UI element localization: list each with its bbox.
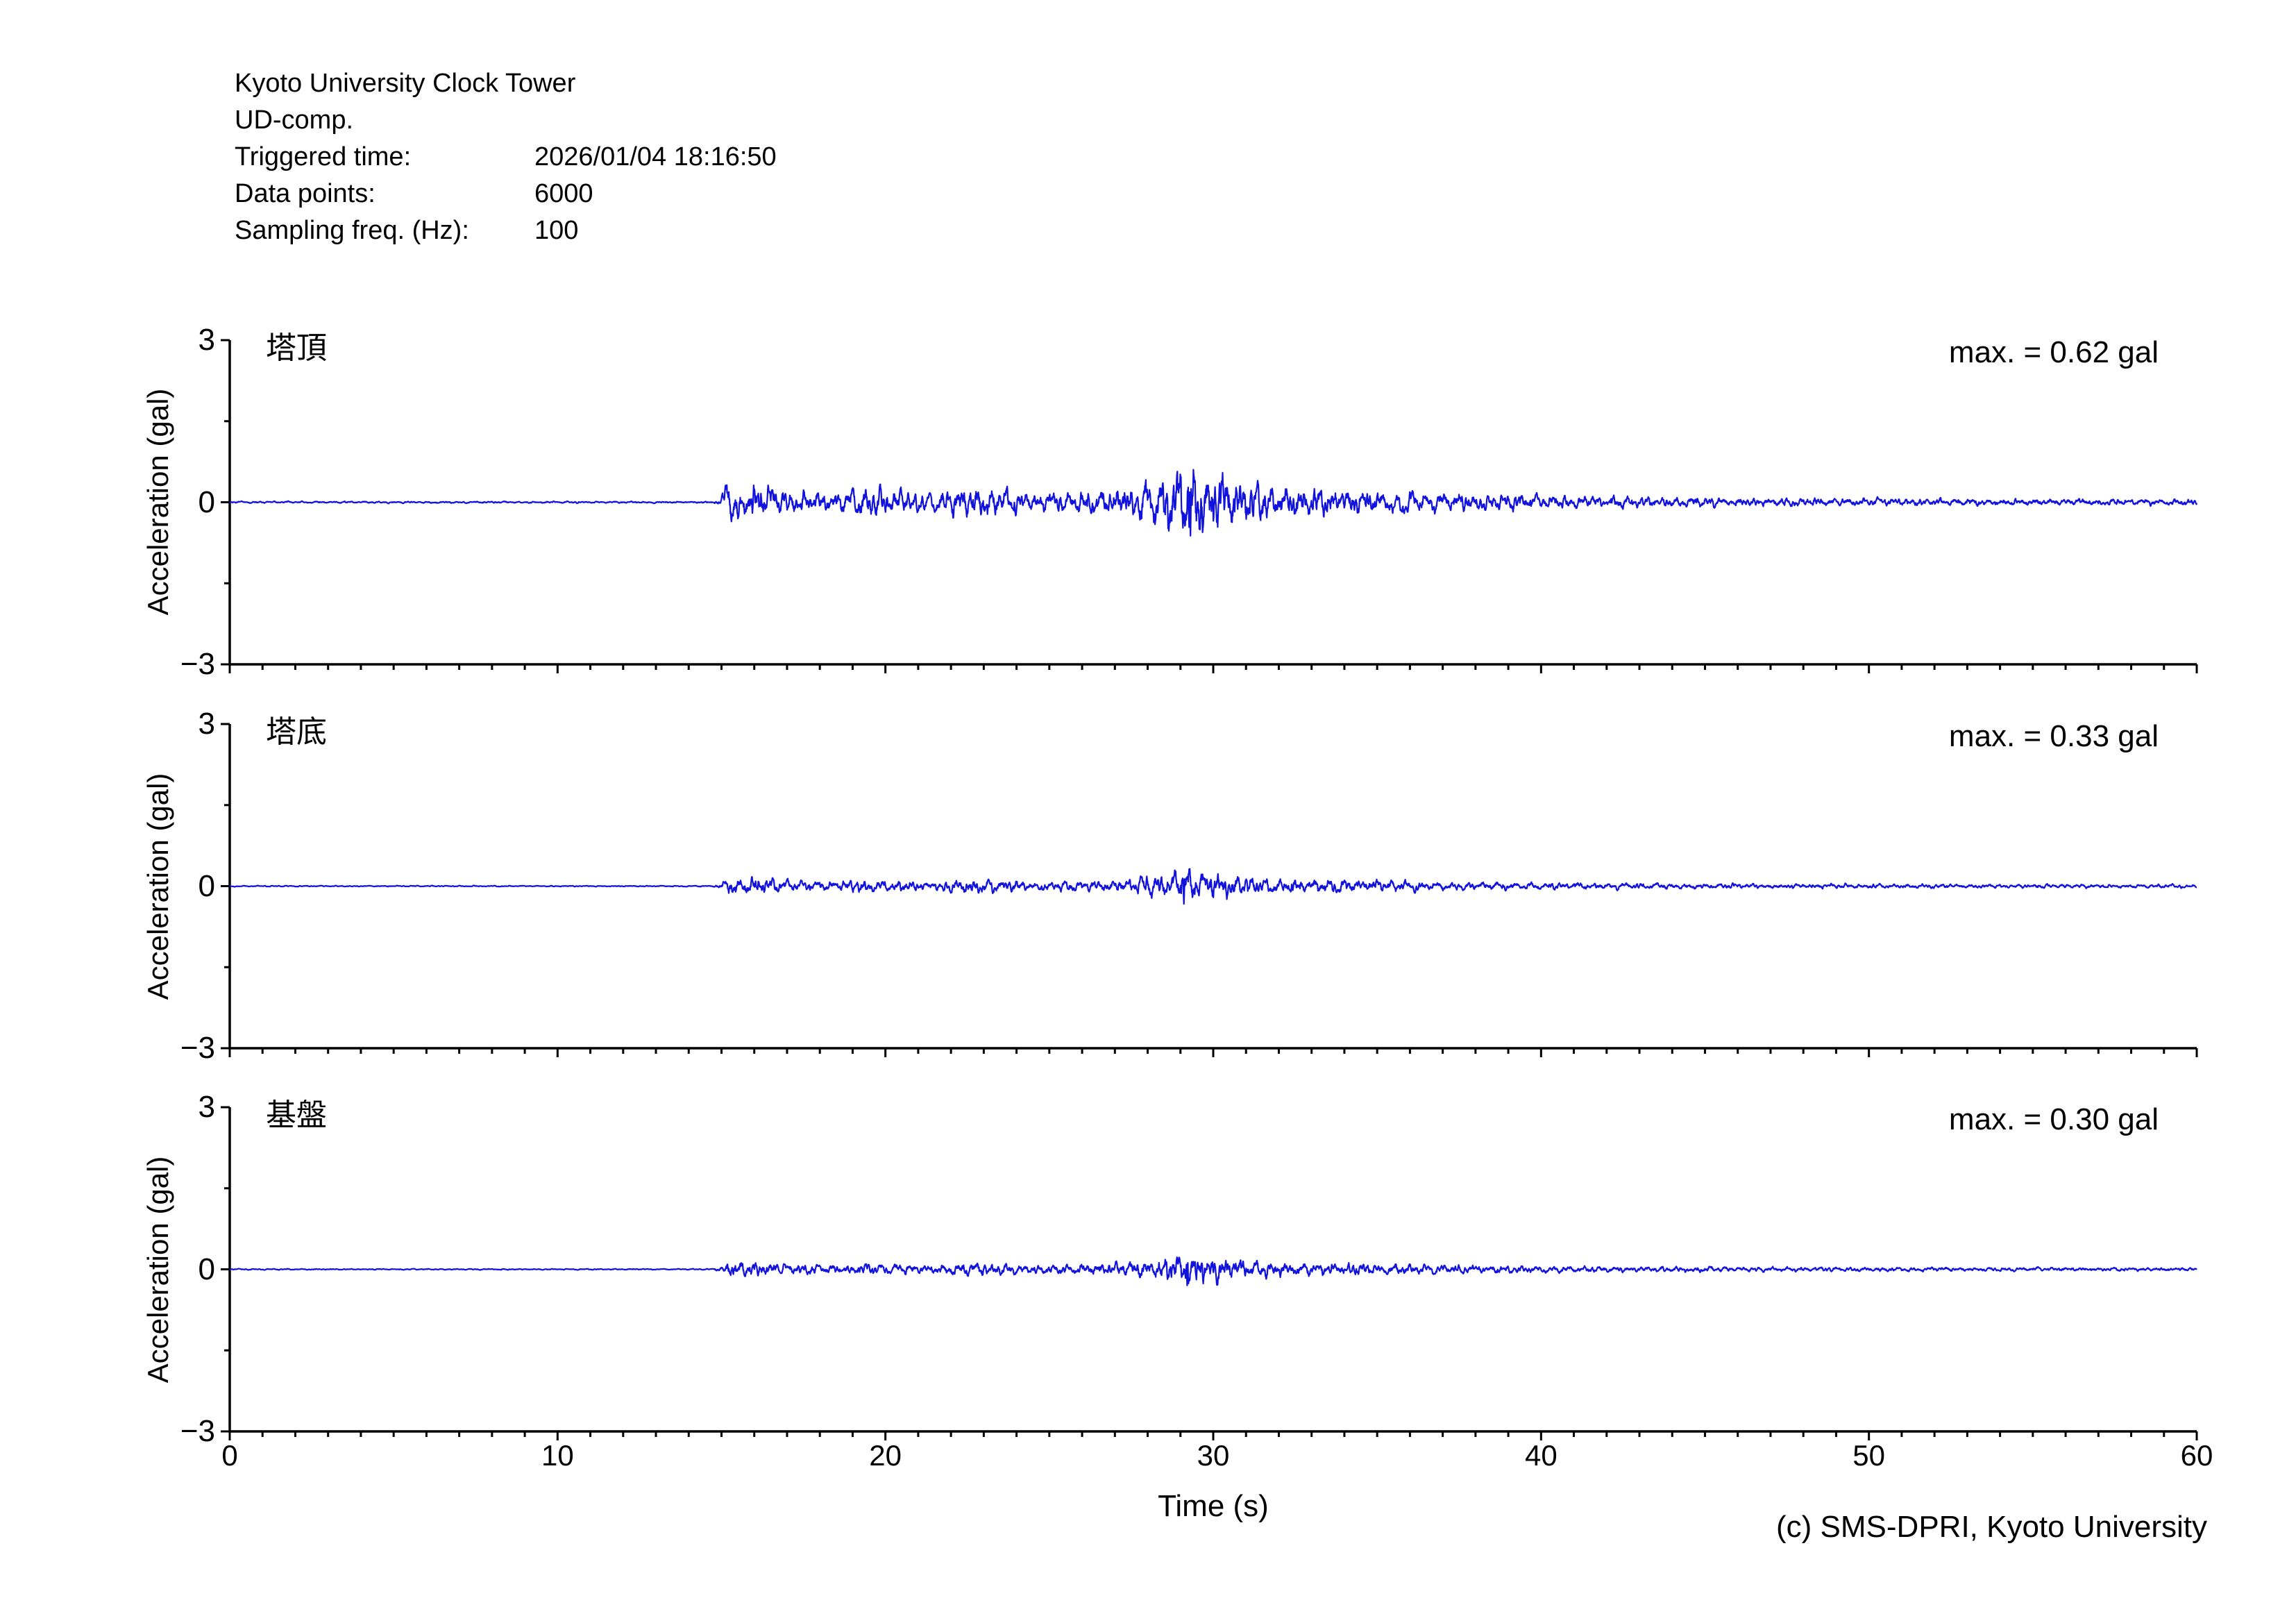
data-points-value: 6000 — [534, 179, 593, 208]
panel-1 — [221, 339, 2198, 673]
x-tick-label: 30 — [1197, 1439, 1230, 1472]
y-tick-label: −3 — [180, 647, 215, 681]
y-tick-label: −3 — [180, 1031, 215, 1065]
y-tick-label: 0 — [198, 868, 215, 903]
y-tick-label: −3 — [180, 1414, 215, 1448]
waveform-trace — [229, 868, 2197, 905]
panel-3-location-label: 基盤 — [266, 1098, 327, 1132]
x-tick-label: 50 — [1852, 1439, 1886, 1472]
panel-3 — [221, 1106, 2198, 1440]
axis-ticks — [221, 339, 2198, 673]
station-title: Kyoto University Clock Tower — [235, 69, 576, 98]
x-tick-label: 0 — [221, 1439, 238, 1472]
panel-2 — [221, 723, 2198, 1057]
y-tick-label: 3 — [198, 707, 215, 741]
waveform-trace — [229, 469, 2198, 537]
x-tick-label: 60 — [2180, 1439, 2213, 1472]
x-tick-label: 10 — [541, 1439, 574, 1472]
y-tick-label: 3 — [198, 323, 215, 357]
sampling-freq-value: 100 — [534, 216, 579, 245]
panel-2-max-value: max. = 0.33 gal — [1948, 719, 2159, 753]
panel-2-location-label: 塔底 — [266, 715, 327, 749]
component-label: UD-comp. — [235, 106, 354, 135]
axis-ticks — [221, 723, 2198, 1057]
waveform-trace — [229, 1256, 2197, 1286]
triggered-time-row: Triggered time: 2026/01/04 18:16:50 — [235, 139, 777, 176]
triggered-time-label: Triggered time: — [235, 142, 412, 171]
panel-1-location-label: 塔頂 — [266, 331, 327, 365]
sampling-freq-row: Sampling freq. (Hz): 100 — [235, 212, 777, 249]
data-points-label: Data points: — [235, 179, 375, 208]
x-axis-title: Time (s) — [1158, 1489, 1269, 1523]
panel-3-max-value: max. = 0.30 gal — [1948, 1102, 2159, 1136]
y-tick-label: 0 — [198, 485, 215, 519]
y-tick-label: 0 — [198, 1252, 215, 1286]
x-tick-label: 40 — [1524, 1439, 1558, 1472]
panel-1-max-value: max. = 0.62 gal — [1948, 335, 2159, 369]
axis-ticks — [221, 1106, 2198, 1440]
sampling-freq-label: Sampling freq. (Hz): — [235, 216, 469, 245]
copyright-text: (c) SMS-DPRI, Kyoto University — [1776, 1510, 2207, 1544]
header-block: Kyoto University Clock Tower UD-comp. Tr… — [235, 65, 777, 249]
data-points-row: Data points: 6000 — [235, 176, 777, 212]
triggered-time-value: 2026/01/04 18:16:50 — [534, 142, 777, 171]
x-tick-label: 20 — [869, 1439, 902, 1472]
y-tick-label: 3 — [198, 1090, 215, 1124]
